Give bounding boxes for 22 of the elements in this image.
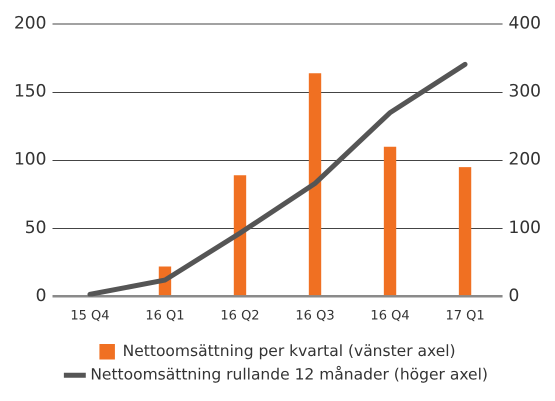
legend-label: Nettoomsättning rullande 12 månader (höger axel) (90, 365, 488, 384)
x-tick-label: 17 Q1 (445, 308, 485, 324)
y-tick-label: 150 (14, 82, 46, 102)
x-tick-label: 16 Q3 (295, 308, 335, 324)
bar (458, 167, 472, 296)
x-tick-label: 16 Q4 (370, 308, 410, 324)
y-tick-label: 0 (36, 286, 46, 306)
y-tick-label: 50 (24, 218, 46, 238)
y2-tick-label: 400 (508, 14, 542, 34)
bar (384, 146, 396, 296)
y2-tick-label: 0 (508, 286, 520, 306)
y2-tick-label: 200 (508, 150, 542, 170)
bar (234, 175, 246, 296)
y-tick-label: 200 (14, 14, 46, 34)
bar (308, 73, 322, 296)
legend-label: Nettoomsättning per kvartal (vänster axel) (122, 342, 456, 360)
x-tick-label: 16 Q2 (220, 308, 260, 324)
x-tick-label: 15 Q4 (70, 308, 110, 324)
y2-tick-label: 300 (508, 82, 542, 102)
x-tick-label: 16 Q1 (145, 308, 185, 324)
y2-tick-label: 100 (508, 218, 542, 238)
y-tick-label: 100 (14, 150, 46, 170)
